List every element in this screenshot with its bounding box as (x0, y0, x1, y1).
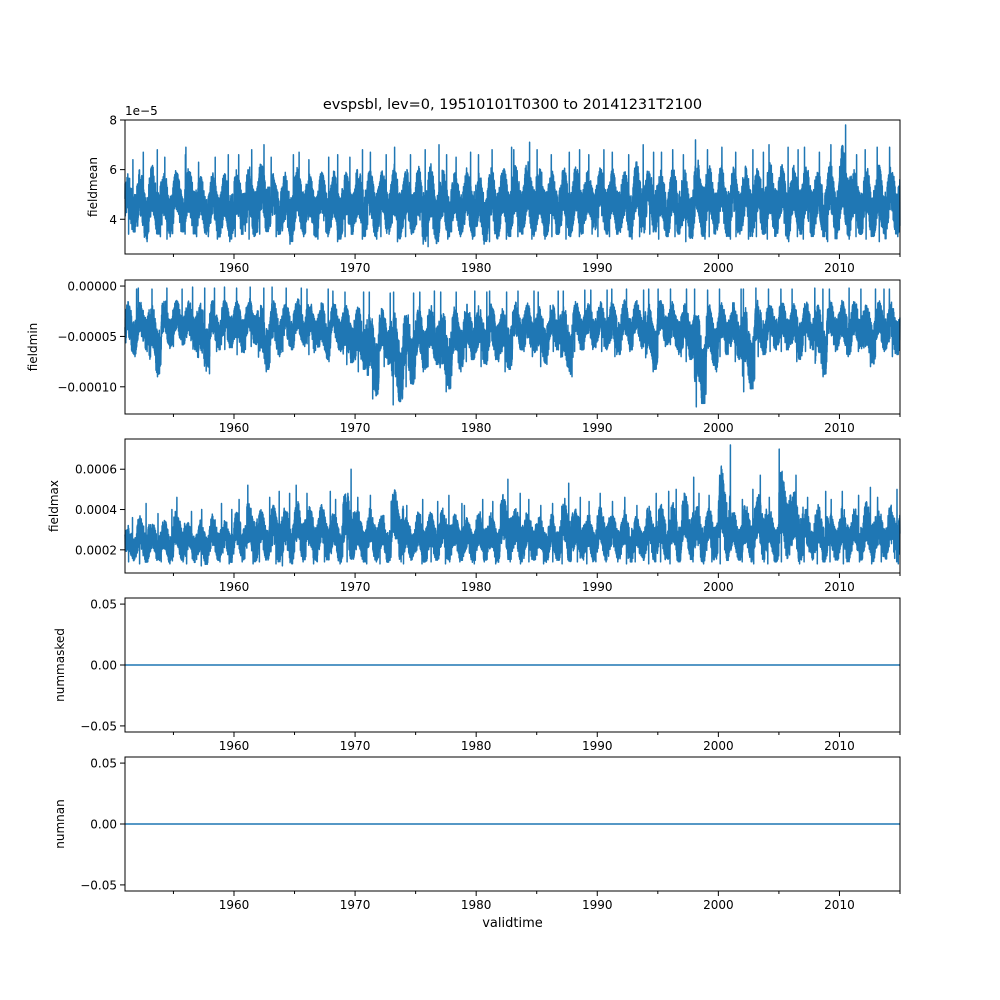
panel-nummasked: 1960 1970 1980 1990 2000 2010 0.05 0.00 −0.05 num… (53, 597, 901, 753)
y-tick-label: 0.00 (90, 659, 117, 673)
panel-fieldmax: 1960 1970 1980 1990 2000 2010 0.0002 0.0004 0.00… (47, 438, 901, 594)
y-tick-label: −0.05 (80, 878, 117, 892)
y-tick-label: 0.05 (90, 598, 117, 612)
x-tick-label: 1970 (340, 739, 371, 753)
axes-frame (124, 438, 901, 574)
x-tick-label: 1990 (582, 739, 613, 753)
axes-frame (124, 119, 901, 255)
axes-frame (124, 279, 901, 415)
x-tick-label: 1980 (461, 421, 492, 435)
x-tick-label: 1970 (340, 898, 371, 912)
y-axis-label: fieldmean (86, 157, 100, 217)
y-tick-label: 0.0004 (75, 503, 117, 517)
panel-numnan: 1960 1970 1980 1990 2000 2010 0.05 0.00 −0.05 num… (53, 756, 901, 912)
x-tick-label: 1960 (219, 739, 250, 753)
x-tick-label: 2010 (824, 580, 855, 594)
x-tick-label: 2010 (824, 261, 855, 275)
y-tick-label: 0.0002 (75, 543, 117, 557)
x-tick-label: 2000 (703, 261, 734, 275)
series-line-fieldmean (124, 124, 901, 248)
x-tick-label: 2000 (703, 898, 734, 912)
y-tick-label: −0.05 (80, 719, 117, 733)
y-axis-label: numnan (53, 799, 67, 848)
x-tick-label: 1960 (219, 421, 250, 435)
y-tick-label: −0.00005 (57, 330, 117, 344)
x-tick-label: 1980 (461, 739, 492, 753)
x-tick-label: 1980 (461, 898, 492, 912)
chart-title: evspsbl, lev=0, 19510101T0300 to 2014123… (322, 97, 703, 113)
x-tick-label: 2000 (703, 580, 734, 594)
x-tick-label: 1970 (340, 261, 371, 275)
x-tick-label: 1990 (582, 421, 613, 435)
y-offset-text: 1e−5 (125, 104, 158, 118)
x-tick-label: 1970 (340, 421, 371, 435)
x-tick-label: 2000 (703, 739, 734, 753)
x-tick-label: 2010 (824, 739, 855, 753)
y-tick-label: 6 (109, 163, 117, 177)
x-tick-label: 1980 (461, 261, 492, 275)
x-tick-label: 1990 (582, 580, 613, 594)
x-tick-label: 1970 (340, 580, 371, 594)
x-tick-label: 1980 (461, 580, 492, 594)
x-axis-label: validtime (482, 916, 543, 931)
x-tick-label: 2010 (824, 898, 855, 912)
series-line-fieldmax (124, 444, 901, 567)
x-tick-label: 1960 (219, 580, 250, 594)
y-tick-label: 0.00 (90, 818, 117, 832)
y-axis-label: fieldmin (26, 323, 40, 372)
panel-fieldmin: 1960 1970 1980 1990 2000 2010 0.00000 −0.00005 −… (26, 279, 901, 435)
panel-fieldmean: 1960 1970 1980 1990 2000 2010 4 6 8 fieldmean 1e−5 (86, 104, 901, 275)
x-tick-label: 2000 (703, 421, 734, 435)
x-tick-label: 2010 (824, 421, 855, 435)
x-tick-label: 1990 (582, 261, 613, 275)
y-tick-label: 0.0006 (75, 463, 117, 477)
y-tick-label: 8 (109, 114, 117, 128)
y-tick-label: 0.00000 (67, 280, 117, 294)
y-tick-label: 0.05 (90, 757, 117, 771)
y-axis-label: nummasked (53, 628, 67, 702)
x-tick-label: 1960 (219, 261, 250, 275)
y-tick-label: −0.00010 (57, 380, 117, 394)
x-tick-label: 1960 (219, 898, 250, 912)
y-axis-label: fieldmax (47, 480, 61, 532)
series-line-fieldmin (124, 286, 901, 408)
y-tick-label: 4 (109, 213, 117, 227)
x-tick-label: 1990 (582, 898, 613, 912)
